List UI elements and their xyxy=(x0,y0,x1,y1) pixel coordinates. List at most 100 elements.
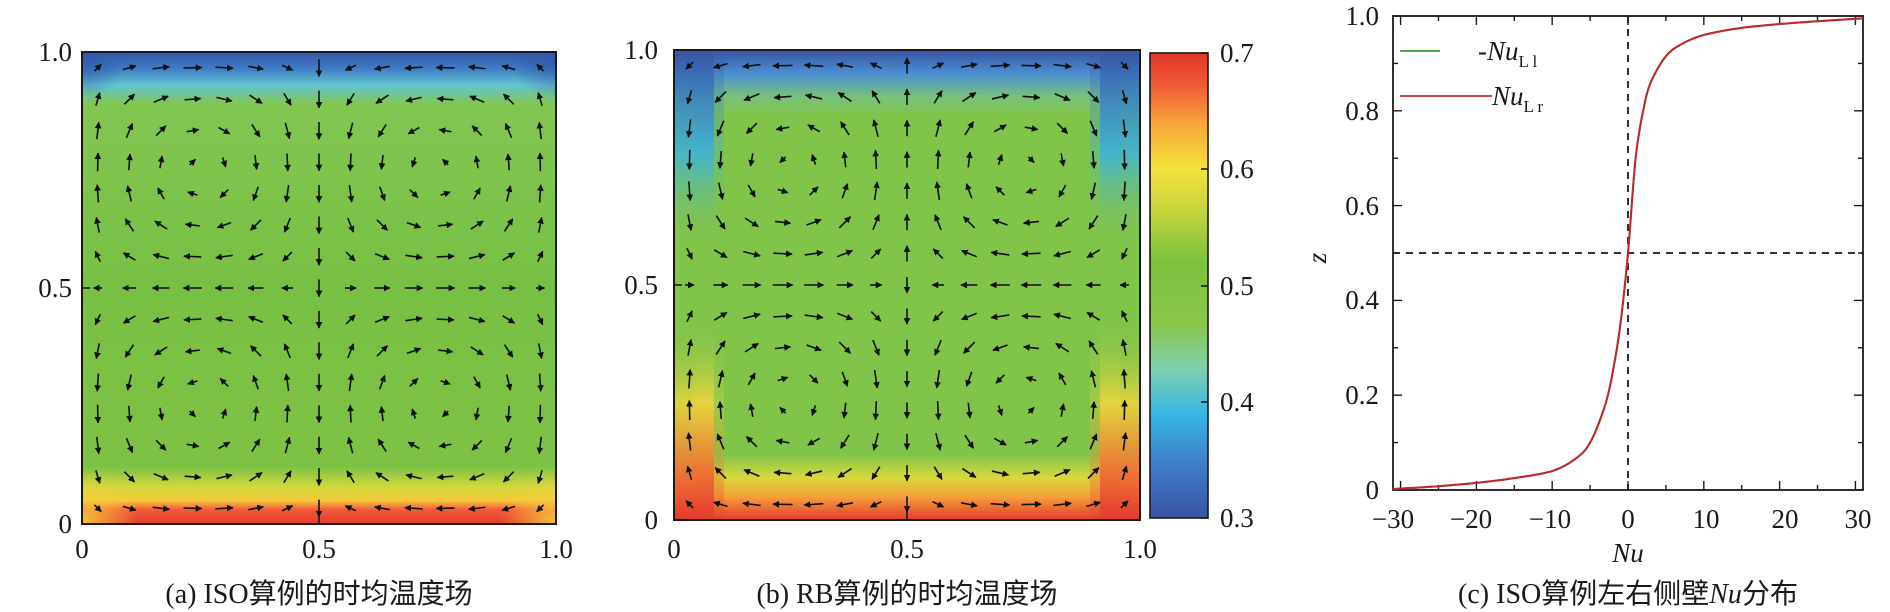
velocity-vector xyxy=(990,313,1010,321)
velocity-vector xyxy=(716,433,725,450)
velocity-vector xyxy=(715,340,726,355)
velocity-vector xyxy=(810,154,818,165)
panel-a-ytick-1: 0.5 xyxy=(38,273,72,303)
velocity-vector xyxy=(537,373,544,392)
velocity-vector xyxy=(122,64,137,71)
velocity-vector xyxy=(284,122,292,140)
velocity-vector xyxy=(283,470,292,484)
velocity-vector xyxy=(1054,93,1071,101)
velocity-vector xyxy=(1089,370,1097,388)
velocity-vector xyxy=(283,92,292,106)
velocity-vector xyxy=(1024,438,1039,445)
velocity-vector xyxy=(742,500,761,508)
velocity-vector xyxy=(94,470,102,484)
velocity-vector xyxy=(216,347,232,355)
velocity-vector xyxy=(965,151,973,168)
velocity-vector xyxy=(346,470,355,484)
velocity-vector xyxy=(714,90,727,104)
velocity-vector xyxy=(960,249,977,258)
velocity-vector xyxy=(686,214,694,232)
velocity-vector xyxy=(836,501,854,509)
velocity-vector xyxy=(216,96,233,103)
velocity-vector xyxy=(839,434,850,449)
velocity-vector xyxy=(249,94,263,104)
velocity-vector xyxy=(123,93,136,105)
velocity-vector xyxy=(1089,182,1097,200)
velocity-vector xyxy=(804,249,824,257)
velocity-vector xyxy=(872,433,879,451)
velocity-vector xyxy=(284,436,292,454)
velocity-vector xyxy=(686,338,694,356)
velocity-vector xyxy=(1058,372,1067,386)
velocity-vector xyxy=(504,122,513,139)
velocity-vector xyxy=(990,249,1010,257)
velocity-vector xyxy=(93,63,102,72)
velocity-vector xyxy=(804,313,824,321)
velocity-vector xyxy=(438,347,454,355)
velocity-vector xyxy=(536,121,544,140)
velocity-vector xyxy=(438,442,452,449)
velocity-vector xyxy=(249,345,262,357)
velocity-vector xyxy=(836,61,854,69)
velocity-vector xyxy=(839,121,850,136)
velocity-vector xyxy=(407,441,420,450)
velocity-vector xyxy=(216,473,233,480)
velocity-vector xyxy=(94,373,101,392)
velocity-vector xyxy=(218,126,231,135)
velocity-vector xyxy=(251,124,261,138)
panel-c-xtick-2: −10 xyxy=(1529,504,1571,534)
velocity-vector xyxy=(186,127,200,134)
velocity-vector xyxy=(960,501,978,509)
velocity-vector xyxy=(935,433,942,451)
velocity-vector xyxy=(1086,311,1101,321)
velocity-vector xyxy=(1056,435,1069,448)
velocity-vector xyxy=(124,344,135,358)
velocity-vector xyxy=(1120,181,1128,202)
velocity-vector xyxy=(807,437,821,446)
velocity-vector xyxy=(932,62,945,70)
velocity-vector xyxy=(1055,217,1070,228)
velocity-vector xyxy=(743,93,760,101)
velocity-vector xyxy=(745,122,758,135)
velocity-vector xyxy=(779,406,787,415)
panel-a-xtick-1: 0.5 xyxy=(302,534,336,564)
panel-c-xlabel: Nu xyxy=(1611,538,1644,568)
velocity-vector xyxy=(841,402,849,419)
velocity-vector xyxy=(157,187,165,200)
velocity-vector xyxy=(1056,122,1069,135)
panel-c-ytick-4: 0.2 xyxy=(1345,380,1379,410)
velocity-vector xyxy=(123,471,136,483)
velocity-vector xyxy=(803,62,824,69)
velocity-vector xyxy=(468,64,486,71)
velocity-vector xyxy=(871,90,881,104)
velocity-vector xyxy=(346,436,354,454)
colorbar-tick-3: 0.4 xyxy=(1220,387,1254,417)
velocity-vector xyxy=(714,466,727,480)
velocity-vector xyxy=(841,371,849,387)
velocity-vector xyxy=(186,442,200,449)
velocity-vector xyxy=(992,218,1008,226)
velocity-vector xyxy=(807,124,821,133)
velocity-vector xyxy=(436,95,454,103)
velocity-vector xyxy=(1022,344,1039,351)
panel-a-velocity-vectors xyxy=(92,59,546,518)
velocity-vector xyxy=(503,218,514,232)
velocity-vector xyxy=(777,376,789,383)
velocity-vector xyxy=(505,405,512,423)
velocity-vector xyxy=(685,89,693,105)
velocity-vector xyxy=(1058,184,1067,198)
velocity-vector xyxy=(251,438,261,452)
velocity-vector xyxy=(1120,338,1128,356)
velocity-vector xyxy=(837,249,854,258)
velocity-vector xyxy=(215,64,234,72)
velocity-vector xyxy=(995,186,1005,196)
velocity-vector xyxy=(965,183,973,199)
velocity-vector xyxy=(187,190,198,198)
velocity-vector xyxy=(744,342,759,353)
velocity-vector xyxy=(471,125,483,137)
velocity-vector xyxy=(218,441,231,450)
velocity-vector xyxy=(804,470,823,477)
velocity-vector xyxy=(775,125,790,132)
velocity-vector xyxy=(536,313,544,326)
